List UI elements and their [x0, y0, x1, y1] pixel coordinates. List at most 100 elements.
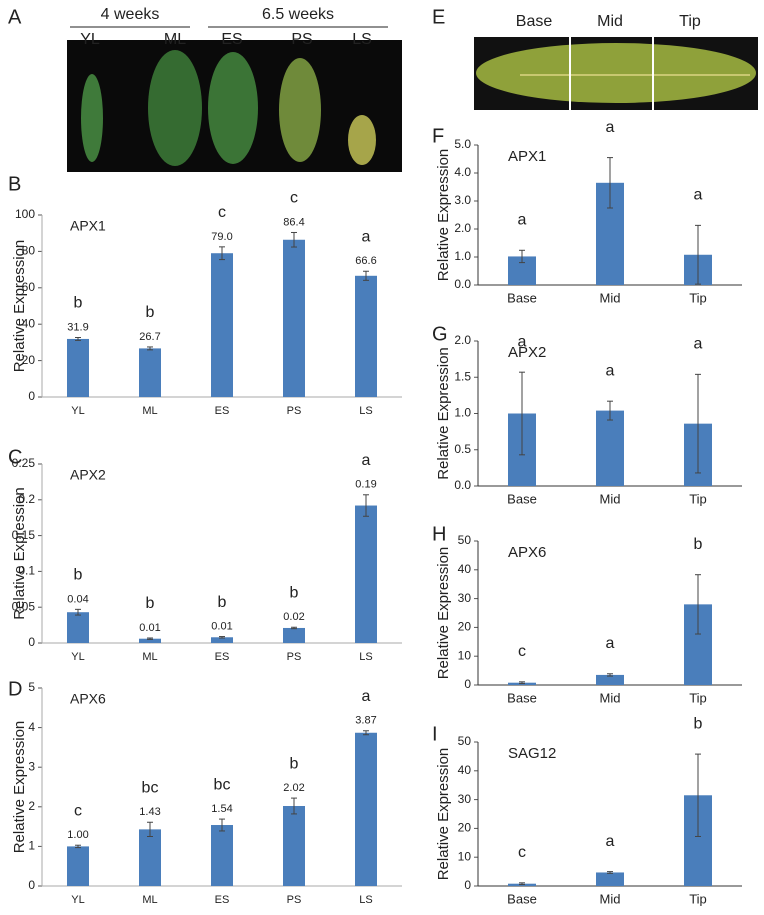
value-label: 26.7 — [139, 331, 160, 343]
y-tick-label: 0.25 — [12, 456, 36, 470]
x-tick-label: ES — [215, 894, 230, 906]
x-tick-label: ML — [142, 405, 157, 417]
significance-letter: a — [362, 228, 371, 245]
y-tick-label: 40 — [458, 562, 472, 576]
significance-letter: bc — [214, 776, 231, 793]
y-axis-label: Relative Expression — [11, 487, 28, 620]
y-tick-label: 60 — [22, 280, 36, 294]
y-tick-label: 10 — [458, 849, 472, 863]
y-tick-label: 50 — [458, 533, 472, 547]
leaf-label: ML — [164, 31, 186, 48]
leaf-label: LS — [352, 31, 372, 48]
bar — [67, 612, 89, 643]
y-tick-label: 1 — [28, 839, 35, 853]
significance-letter: a — [606, 833, 615, 850]
leaf — [279, 58, 321, 162]
x-tick-label: LS — [359, 405, 372, 417]
significance-letter: a — [362, 452, 371, 469]
leaf — [208, 52, 258, 164]
panel-letter: B — [8, 173, 21, 195]
significance-letter: b — [146, 595, 155, 612]
value-label: 0.01 — [211, 620, 232, 632]
y-tick-label: 80 — [22, 244, 36, 258]
x-tick-label: ES — [215, 405, 230, 417]
y-axis-label: Relative Expression — [435, 547, 452, 680]
x-tick-label: Tip — [689, 891, 707, 906]
significance-letter: c — [290, 190, 298, 207]
bar — [139, 829, 161, 886]
x-tick-label: Mid — [600, 891, 621, 906]
chart-title: APX6 — [70, 691, 106, 707]
value-label: 86.4 — [283, 216, 304, 228]
leaf — [476, 43, 756, 103]
y-tick-label: 40 — [458, 763, 472, 777]
x-tick-label: Base — [507, 891, 537, 906]
y-tick-label: 0 — [464, 677, 471, 691]
y-axis-label: Relative Expression — [11, 721, 28, 854]
leaf-label: PS — [291, 31, 312, 48]
bar — [139, 638, 161, 643]
x-tick-label: Tip — [689, 491, 707, 506]
y-tick-label: 10 — [458, 648, 472, 662]
panel-letter: I — [432, 723, 438, 745]
y-tick-label: 0.5 — [454, 442, 471, 456]
x-tick-label: Mid — [600, 491, 621, 506]
x-tick-label: Base — [507, 491, 537, 506]
bar — [355, 275, 377, 397]
y-tick-label: 50 — [458, 734, 472, 748]
bar — [211, 825, 233, 886]
value-label: 0.01 — [139, 622, 160, 634]
significance-letter: c — [74, 802, 82, 819]
significance-letter: bc — [142, 779, 159, 796]
y-tick-label: 0.15 — [12, 528, 36, 542]
significance-letter: b — [74, 567, 83, 584]
bar — [67, 846, 89, 886]
x-tick-label: Tip — [689, 690, 707, 705]
group-label: 6.5 weeks — [262, 6, 334, 23]
panel-letter: D — [8, 678, 22, 700]
y-axis-label: Relative Expression — [435, 149, 452, 282]
significance-letter: c — [518, 844, 526, 861]
y-tick-label: 5.0 — [454, 137, 471, 151]
bar — [355, 505, 377, 643]
y-tick-label: 100 — [15, 207, 35, 221]
y-tick-label: 1.0 — [454, 406, 471, 420]
x-tick-label: YL — [71, 651, 84, 663]
x-tick-label: PS — [287, 894, 302, 906]
bar — [211, 637, 233, 643]
x-tick-label: LS — [359, 894, 372, 906]
x-tick-label: YL — [71, 405, 84, 417]
leaf — [348, 115, 376, 165]
x-tick-label: Mid — [600, 690, 621, 705]
x-tick-label: PS — [287, 405, 302, 417]
bar — [596, 410, 624, 486]
significance-letter: c — [218, 204, 226, 221]
leaf — [148, 50, 202, 166]
y-tick-label: 40 — [22, 316, 36, 330]
y-tick-label: 0 — [28, 878, 35, 892]
significance-letter: a — [694, 187, 703, 204]
y-tick-label: 4 — [28, 720, 35, 734]
y-axis-label: Relative Expression — [11, 240, 28, 373]
bar — [139, 348, 161, 397]
x-tick-label: Tip — [689, 290, 707, 305]
x-tick-label: Base — [507, 290, 537, 305]
y-tick-label: 0 — [464, 878, 471, 892]
value-label: 1.00 — [67, 829, 88, 841]
significance-letter: b — [290, 755, 299, 772]
photo-e — [474, 37, 758, 110]
significance-letter: b — [218, 594, 227, 611]
photo-a — [67, 26, 402, 172]
y-tick-label: 2.0 — [454, 333, 471, 347]
panel-letter: G — [432, 323, 448, 345]
chart-title: SAG12 — [508, 745, 556, 762]
bar — [596, 872, 624, 886]
bar — [283, 239, 305, 397]
y-tick-label: 1.5 — [454, 369, 471, 383]
value-label: 31.9 — [67, 321, 88, 333]
y-axis-label: Relative Expression — [435, 347, 452, 480]
leaf — [81, 74, 103, 162]
leaf-label: YL — [80, 31, 100, 48]
x-tick-label: Base — [507, 690, 537, 705]
